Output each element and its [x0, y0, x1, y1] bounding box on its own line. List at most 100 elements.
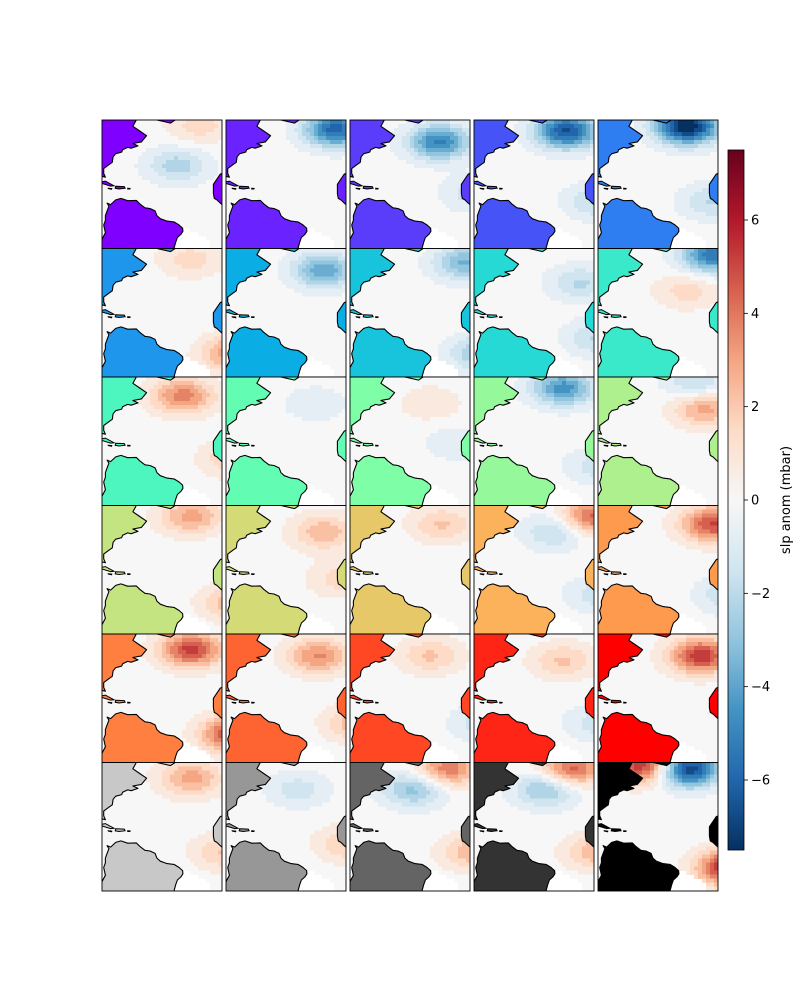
- land-africa: [708, 815, 718, 848]
- land-africa: [460, 301, 470, 334]
- land-caribbean-island: [226, 823, 240, 830]
- land-caribbean-island: [598, 566, 612, 573]
- map-panel-2: [225, 119, 347, 249]
- land-caribbean-island: [251, 573, 255, 575]
- colorbar-tick-label: 6: [751, 214, 759, 229]
- map-panel-1: [101, 119, 223, 249]
- land-caribbean-island: [486, 828, 498, 833]
- land-north-america: [226, 377, 272, 435]
- land-caribbean-island: [127, 830, 131, 832]
- land-north-america: [102, 120, 148, 178]
- land-caribbean-island: [251, 830, 255, 832]
- land-africa: [584, 558, 594, 591]
- land-north-america: [474, 377, 520, 435]
- colorbar-tick-label: −4: [751, 680, 770, 695]
- colorbar-ticks: −6 −4 −2 0 2 4 6: [744, 214, 770, 789]
- land-caribbean-island: [355, 187, 361, 190]
- land-caribbean-island: [603, 701, 609, 704]
- land-greenland: [652, 248, 673, 253]
- panel-frame: [473, 762, 595, 892]
- land-greenland: [528, 248, 549, 253]
- land-caribbean-island: [479, 573, 485, 576]
- land-south-america: [350, 326, 432, 377]
- land-north-america: [350, 505, 396, 564]
- land-south-america: [102, 840, 184, 891]
- land-greenland: [528, 377, 549, 381]
- land-north-america: [598, 377, 644, 435]
- land-north-america: [474, 505, 520, 564]
- land-caribbean-island: [362, 571, 374, 576]
- map-panel-17: [225, 505, 347, 635]
- land-caribbean-island: [350, 437, 364, 444]
- map-panel-22: [225, 633, 347, 763]
- land-caribbean-island: [479, 316, 485, 319]
- land-caribbean-island: [231, 573, 237, 576]
- land-caribbean-island: [355, 316, 361, 319]
- land-caribbean-island: [107, 444, 113, 447]
- land-greenland: [156, 120, 177, 124]
- land-greenland: [156, 377, 177, 381]
- land-caribbean-island: [238, 442, 250, 447]
- map-panel-21: [101, 633, 223, 763]
- land-caribbean-island: [107, 701, 113, 704]
- map-panel-25: [597, 633, 719, 763]
- land-south-america: [226, 583, 308, 634]
- land-africa: [708, 172, 718, 206]
- map-panel-27: [225, 762, 347, 892]
- land-africa: [584, 686, 594, 720]
- land-south-america: [350, 197, 432, 249]
- land-caribbean-island: [610, 828, 622, 833]
- land-north-america: [226, 634, 272, 692]
- land-africa: [336, 172, 346, 206]
- land-south-america: [598, 840, 680, 891]
- map-panel-12: [225, 376, 347, 506]
- map-panel-4: [473, 119, 595, 249]
- map-panel-15: [597, 376, 719, 506]
- map-panel-23: [349, 633, 471, 763]
- map-panel-28: [349, 762, 471, 892]
- land-caribbean-island: [479, 830, 485, 833]
- land-caribbean-island: [375, 444, 379, 447]
- land-africa: [212, 301, 222, 334]
- land-greenland: [404, 120, 425, 124]
- land-caribbean-island: [479, 444, 485, 447]
- land-north-america: [474, 120, 520, 178]
- land-caribbean-island: [499, 187, 503, 190]
- map-panel-24: [473, 633, 595, 763]
- land-north-america: [598, 634, 644, 692]
- land-north-america: [226, 505, 272, 564]
- land-caribbean-island: [102, 180, 116, 187]
- land-africa: [708, 301, 718, 334]
- land-north-america: [350, 762, 396, 821]
- land-caribbean-island: [499, 316, 503, 318]
- land-africa: [212, 172, 222, 206]
- land-north-america: [350, 634, 396, 692]
- land-caribbean-island: [375, 701, 379, 704]
- land-caribbean-island: [474, 566, 488, 573]
- land-south-america: [350, 454, 432, 506]
- land-caribbean-island: [623, 830, 627, 832]
- land-caribbean-island: [603, 187, 609, 190]
- land-africa: [584, 429, 594, 463]
- land-caribbean-island: [474, 180, 488, 187]
- land-caribbean-island: [114, 828, 126, 833]
- land-caribbean-island: [474, 437, 488, 444]
- map-panel-16: [101, 505, 223, 635]
- panel-frame: [349, 762, 471, 892]
- land-caribbean-island: [251, 444, 255, 447]
- land-greenland: [652, 634, 673, 638]
- panel-frame: [101, 762, 223, 892]
- land-africa: [460, 686, 470, 720]
- panel-frame: [225, 762, 347, 892]
- land-caribbean-island: [603, 316, 609, 319]
- land-caribbean-island: [479, 187, 485, 190]
- land-greenland: [156, 762, 177, 767]
- land-caribbean-island: [251, 316, 255, 318]
- land-caribbean-island: [114, 185, 126, 190]
- land-caribbean-island: [375, 573, 379, 575]
- land-caribbean-island: [226, 694, 240, 701]
- land-caribbean-island: [114, 699, 126, 704]
- land-caribbean-island: [598, 823, 612, 830]
- land-south-america: [474, 840, 556, 891]
- map-panel-19: [473, 505, 595, 635]
